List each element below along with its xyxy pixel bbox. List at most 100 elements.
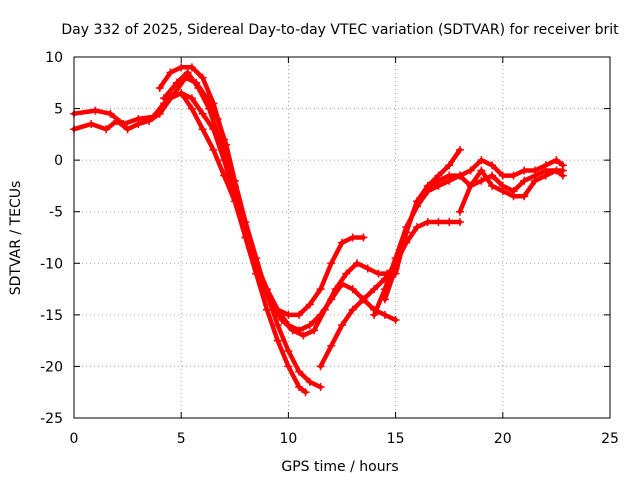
data-point-marker <box>91 106 100 115</box>
data-point-marker <box>370 285 379 294</box>
data-point-marker <box>338 279 346 288</box>
data-point-marker <box>370 310 379 319</box>
series-track-5 <box>177 89 400 335</box>
data-point-marker <box>391 269 400 278</box>
data-point-marker <box>262 305 271 314</box>
data-point-marker <box>198 73 207 82</box>
series-layer <box>70 63 567 397</box>
data-point-marker <box>338 321 346 330</box>
data-point-marker <box>520 192 529 201</box>
data-point-marker <box>166 68 175 77</box>
data-point-marker <box>423 187 432 196</box>
data-point-marker <box>445 161 454 170</box>
data-point-marker <box>183 68 192 77</box>
data-point-marker <box>316 285 325 294</box>
data-point-marker <box>205 104 214 113</box>
data-point-marker <box>194 83 203 92</box>
data-point-marker <box>295 383 304 392</box>
y-tick-label: 10 <box>45 50 63 66</box>
data-point-marker <box>327 341 336 350</box>
data-point-marker <box>466 166 475 175</box>
data-point-marker <box>455 218 464 227</box>
data-point-marker <box>498 171 507 180</box>
data-point-marker <box>348 305 357 314</box>
y-tick-label: 0 <box>54 153 63 169</box>
data-point-marker <box>160 94 169 103</box>
data-point-marker <box>102 125 111 134</box>
data-point-marker <box>413 202 422 211</box>
data-point-marker <box>273 336 282 345</box>
data-point-marker <box>155 83 164 92</box>
data-point-marker <box>299 331 308 340</box>
data-point-marker <box>359 233 368 242</box>
data-point-marker <box>305 377 314 386</box>
data-point-marker <box>241 233 250 242</box>
data-point-marker <box>301 388 310 397</box>
data-point-marker <box>353 259 362 268</box>
data-point-marker <box>273 305 282 314</box>
y-tick-label: -15 <box>40 308 63 324</box>
y-tick-label: -10 <box>40 256 63 272</box>
data-point-marker <box>295 367 304 376</box>
data-point-marker <box>391 254 400 263</box>
y-tick-label: 5 <box>54 102 63 118</box>
data-point-marker <box>177 89 186 98</box>
data-point-marker <box>477 176 486 185</box>
data-point-marker <box>423 218 432 227</box>
data-point-marker <box>284 310 293 319</box>
data-point-marker <box>284 321 293 330</box>
data-point-marker <box>284 346 293 355</box>
data-point-marker <box>552 156 561 165</box>
y-tick-label: -20 <box>40 359 63 375</box>
data-point-marker <box>316 383 325 392</box>
data-point-marker <box>434 218 443 227</box>
data-point-marker <box>187 104 196 113</box>
data-point-marker <box>177 63 186 72</box>
data-point-marker <box>477 156 486 165</box>
data-point-marker <box>455 171 464 180</box>
data-point-marker <box>402 223 411 232</box>
data-point-marker <box>149 112 158 121</box>
series-line <box>161 70 390 338</box>
data-point-marker <box>327 295 336 304</box>
data-point-marker <box>541 171 550 180</box>
data-point-marker <box>209 125 218 134</box>
y-tick-label: -5 <box>49 205 63 221</box>
data-point-marker <box>552 166 561 175</box>
data-point-marker <box>413 223 422 232</box>
data-point-marker <box>455 145 464 154</box>
ticks: 0 5 10 15 20 25 -25 -20 -15 -10 -5 0 5 10 <box>40 50 619 447</box>
data-point-marker <box>230 192 239 201</box>
data-point-marker <box>380 285 389 294</box>
data-point-marker <box>488 161 497 170</box>
data-point-marker <box>187 63 196 72</box>
data-point-marker <box>305 300 314 309</box>
series-track-10 <box>455 166 567 216</box>
x-tick-label: 0 <box>70 431 79 447</box>
data-point-marker <box>455 207 464 216</box>
data-point-marker <box>284 362 293 371</box>
series-track-1 <box>70 89 310 397</box>
data-point-marker <box>488 181 497 190</box>
data-point-marker <box>498 187 507 196</box>
data-point-marker <box>363 264 372 273</box>
data-point-marker <box>509 192 518 201</box>
data-point-marker <box>374 269 383 278</box>
data-point-marker <box>172 78 181 87</box>
data-point-marker <box>348 233 357 242</box>
x-tick-label: 25 <box>601 431 619 447</box>
data-point-marker <box>198 125 207 134</box>
data-point-marker <box>520 166 529 175</box>
data-point-marker <box>310 326 319 335</box>
data-point-marker <box>530 176 539 185</box>
data-point-marker <box>509 171 518 180</box>
data-point-marker <box>445 218 454 227</box>
data-point-marker <box>209 99 218 108</box>
data-point-marker <box>466 181 475 190</box>
x-tick-label: 15 <box>387 431 405 447</box>
data-point-marker <box>134 114 143 123</box>
x-axis-label: GPS time / hours <box>281 459 398 475</box>
data-point-marker <box>87 120 96 129</box>
data-point-marker <box>119 120 128 129</box>
